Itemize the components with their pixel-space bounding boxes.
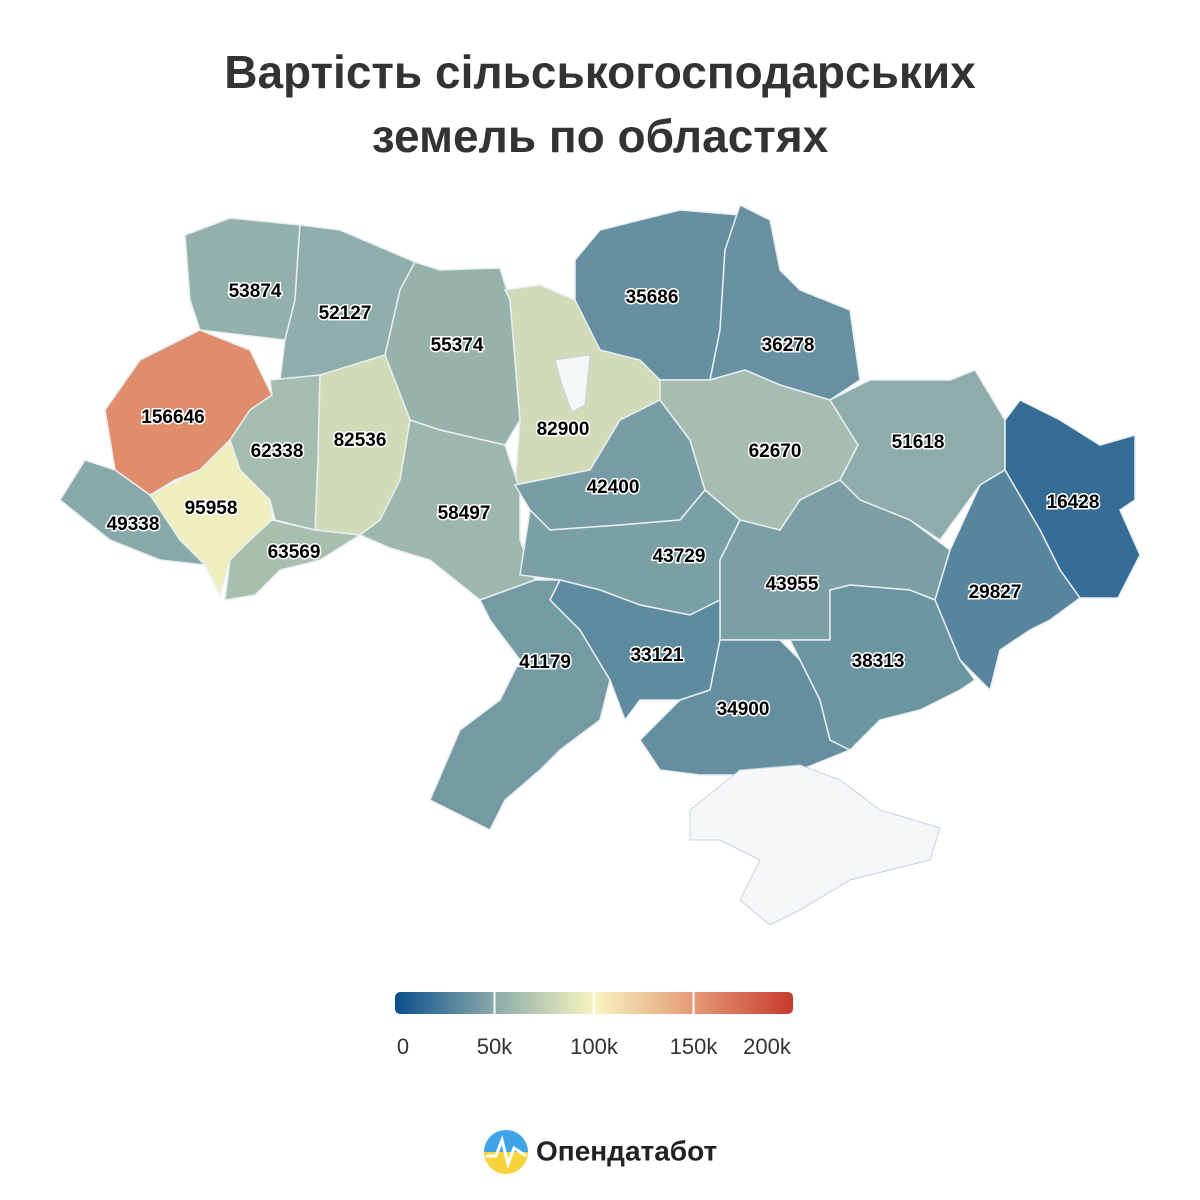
region-value: 35686	[626, 287, 679, 308]
region-value: 95958	[185, 498, 238, 519]
region	[59, 459, 208, 566]
region-value: 53874	[229, 281, 282, 302]
colorbar-tick-label: 100k	[570, 1034, 619, 1059]
region	[709, 203, 861, 401]
region-value: 62670	[749, 441, 802, 462]
region-value: 51618	[892, 432, 945, 453]
region	[788, 584, 977, 751]
colorbar-tick-label: 0	[397, 1034, 409, 1059]
crimea	[689, 764, 941, 926]
region-value: 16428	[1047, 492, 1100, 513]
region-value: 38313	[852, 651, 905, 672]
colorbar-tick-label: 150k	[670, 1034, 719, 1059]
colorbar-tick-label: 200k	[743, 1034, 792, 1059]
region-value: 34900	[717, 699, 770, 720]
region	[224, 519, 363, 601]
region-value: 36278	[762, 335, 815, 356]
region	[934, 468, 1082, 692]
region-value: 82536	[334, 430, 387, 451]
region-value: 62338	[251, 441, 304, 462]
brand-name: Опендатабот	[536, 1135, 717, 1166]
chart-title: Вартість сільськогосподарських земель по…	[224, 46, 976, 162]
region-value: 49338	[107, 514, 160, 535]
region-value: 55374	[431, 335, 484, 356]
region-value: 29827	[969, 582, 1022, 603]
region-value: 82900	[537, 419, 590, 440]
regions	[59, 203, 1141, 926]
region-labels: 53874 52127 55374 82900 35686 36278 156646 6233…	[105, 280, 1101, 722]
region	[184, 217, 301, 341]
region-value: 42400	[587, 477, 640, 498]
brand-logo-mark	[486, 1134, 527, 1170]
colorbar-tick-label: 50k	[477, 1034, 513, 1059]
region-value: 63569	[268, 542, 321, 563]
kyiv-city	[554, 354, 591, 413]
region-value: 41179	[519, 652, 571, 673]
region-value: 52127	[319, 303, 372, 324]
region-value: 43955	[766, 574, 819, 595]
region-value: 156646	[141, 407, 204, 428]
region-value: 43729	[653, 546, 706, 567]
region-value: 58497	[438, 503, 491, 524]
region-value: 33121	[631, 645, 684, 666]
